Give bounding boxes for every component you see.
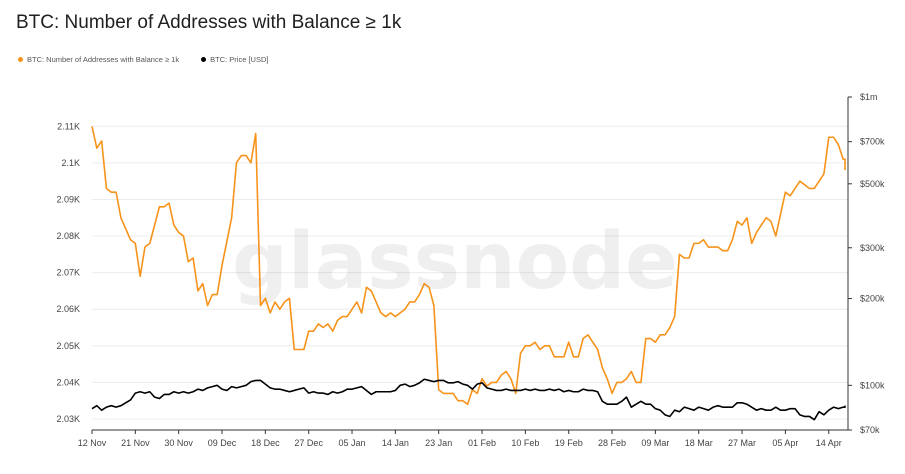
y-left-tick-label: 2.06K (56, 304, 80, 314)
watermark: glassnode (232, 217, 678, 307)
x-tick-label: 12 Nov (78, 438, 107, 448)
x-tick-label: 14 Jan (382, 438, 409, 448)
legend-label-addresses: BTC: Number of Addresses with Balance ≥ … (27, 55, 180, 64)
y-right-tick-label: $200k (860, 294, 885, 304)
grid-lines (92, 125, 848, 420)
series-lines (91, 126, 846, 421)
legend-swatch-addresses (18, 57, 23, 62)
x-tick-label: 10 Feb (511, 438, 539, 448)
chart-title: BTC: Number of Addresses with Balance ≥ … (16, 12, 402, 33)
y-right-tick-label: $100k (860, 380, 885, 390)
y-axis-right: $70k $100k $200k $300k $500k $700k $1m (848, 92, 885, 435)
y-left-tick-label: 2.11K (57, 121, 80, 131)
y-left-tick-label: 2.1K (61, 158, 80, 168)
series-line-addresses (91, 126, 846, 406)
y-left-tick-label: 2.08K (56, 231, 80, 241)
x-tick-label: 09 Mar (641, 438, 669, 448)
x-tick-label: 18 Mar (685, 438, 713, 448)
legend: BTC: Number of Addresses with Balance ≥ … (18, 55, 268, 64)
x-tick-label: 27 Mar (728, 438, 756, 448)
x-tick-label: 28 Feb (598, 438, 626, 448)
x-tick-label: 05 Jan (339, 438, 366, 448)
y-right-tick-label: $1m (860, 92, 878, 102)
x-tick-label: 05 Apr (772, 438, 798, 448)
axes (92, 97, 849, 431)
series-line-price (91, 378, 846, 421)
x-axis: 12 Nov 21 Nov 30 Nov 09 Dec 18 Dec 27 Dec 05 J… (78, 430, 842, 448)
x-tick-label: 30 Nov (164, 438, 193, 448)
x-tick-label: 14 Apr (816, 438, 842, 448)
y-left-tick-label: 2.09K (56, 194, 80, 204)
x-tick-label: 09 Dec (208, 438, 237, 448)
legend-item-price[interactable]: BTC: Price [USD] (201, 55, 268, 64)
x-tick-label: 23 Jan (425, 438, 452, 448)
x-tick-label: 18 Dec (251, 438, 280, 448)
x-tick-label: 21 Nov (121, 438, 150, 448)
y-left-tick-label: 2.04K (56, 377, 80, 387)
legend-item-addresses[interactable]: BTC: Number of Addresses with Balance ≥ … (18, 55, 179, 64)
y-axis-left: 2.03K 2.04K 2.05K 2.06K 2.07K 2.08K 2.09K 2.1K 2… (56, 121, 80, 424)
x-tick-label: 27 Dec (294, 438, 323, 448)
y-left-tick-label: 2.03K (56, 414, 80, 424)
y-right-tick-label: $70k (860, 425, 880, 435)
y-right-tick-label: $700k (860, 137, 885, 147)
y-right-tick-label: $500k (860, 179, 885, 189)
x-tick-label: 01 Feb (468, 438, 496, 448)
legend-swatch-price (201, 57, 207, 62)
x-tick-label: 19 Feb (555, 438, 583, 448)
legend-label-price: BTC: Price [USD] (210, 55, 269, 64)
y-left-tick-label: 2.07K (56, 268, 80, 278)
y-left-tick-label: 2.05K (56, 341, 80, 351)
y-right-tick-label: $300k (860, 243, 885, 253)
